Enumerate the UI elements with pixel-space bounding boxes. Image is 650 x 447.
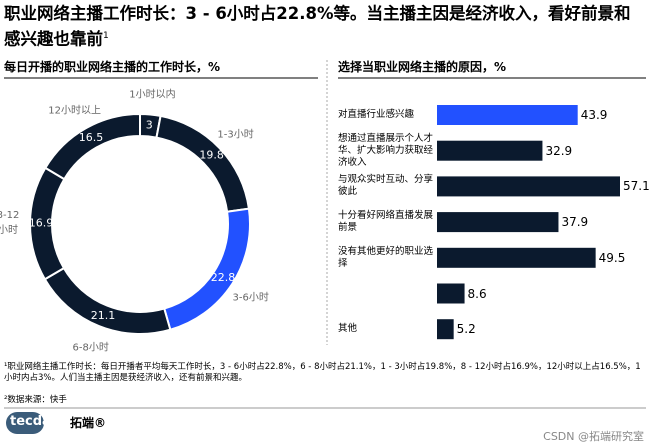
logo-badge: [6, 412, 44, 434]
bar: [437, 283, 465, 304]
value-label: 16.9: [29, 217, 54, 230]
bar: [437, 176, 620, 197]
section-title: 每日开播的职业网络主播的工作时长，%: [4, 60, 221, 74]
logo-right: 拓端®: [70, 416, 107, 430]
category-label: 6-8小时: [72, 342, 109, 354]
value-label: 37.9: [561, 215, 589, 230]
category-label: 1-3小时: [217, 129, 254, 141]
category-label: 十分看好网络直播发展前景: [338, 210, 434, 234]
category-label: 对直播行业感兴趣: [338, 109, 415, 120]
bar: [437, 140, 543, 161]
footnote: ²数据来源：快手: [4, 395, 67, 405]
value-label: 49.5: [598, 250, 626, 265]
bar: [437, 105, 578, 125]
category-label: 12小时以上: [48, 105, 102, 117]
logo-left: tecdat: [10, 414, 58, 429]
value-label: 43.9: [580, 108, 608, 122]
value-label: 5.2: [456, 322, 476, 337]
value-label: 21.1: [91, 309, 116, 322]
value-label: 32.9: [545, 143, 573, 158]
bar: [437, 319, 454, 340]
category-label: 3-6小时: [232, 292, 269, 304]
value-label: 57.1: [623, 179, 650, 194]
category-label: 8-12小时: [0, 210, 20, 237]
category-label: 想通过直播展示个人才华、扩大影响力获取经济收入: [338, 132, 434, 168]
watermark: CSDN @拓端研究室: [543, 430, 644, 443]
donut-segment: [44, 112, 141, 181]
value-label: 19.8: [199, 149, 224, 162]
value-label: 16.5: [79, 131, 104, 144]
bar: [437, 247, 596, 268]
category-label: 没有其他更好的职业选择: [338, 245, 434, 269]
donut-segment: [163, 207, 251, 331]
section-title: 选择当职业网络主播的原因，%: [338, 60, 507, 74]
title-block: 职业网络主播工作时长：3 - 6小时占22.8%等。当主播主因是经济收入，看好前…: [4, 2, 644, 51]
footnote: ¹职业网络主播工作时长：每日开播者平均每天工作时长，3 - 6小时占22.8%，…: [4, 362, 641, 383]
category-label: 1小时以内: [129, 89, 176, 101]
bar: [437, 212, 559, 233]
category-label: 其他: [338, 323, 358, 335]
donut-segment: [43, 266, 172, 335]
title: 职业网络主播工作时长：3 - 6小时占22.8%等。当主播主因是经济收入，看好前…: [4, 4, 631, 49]
value-label: 3: [146, 118, 153, 131]
value-label: 8.6: [467, 286, 487, 301]
category-label: 与观众实时互动、分享彼此: [338, 174, 434, 198]
value-label: 22.8: [211, 271, 236, 284]
title-sup: 1: [103, 31, 109, 41]
